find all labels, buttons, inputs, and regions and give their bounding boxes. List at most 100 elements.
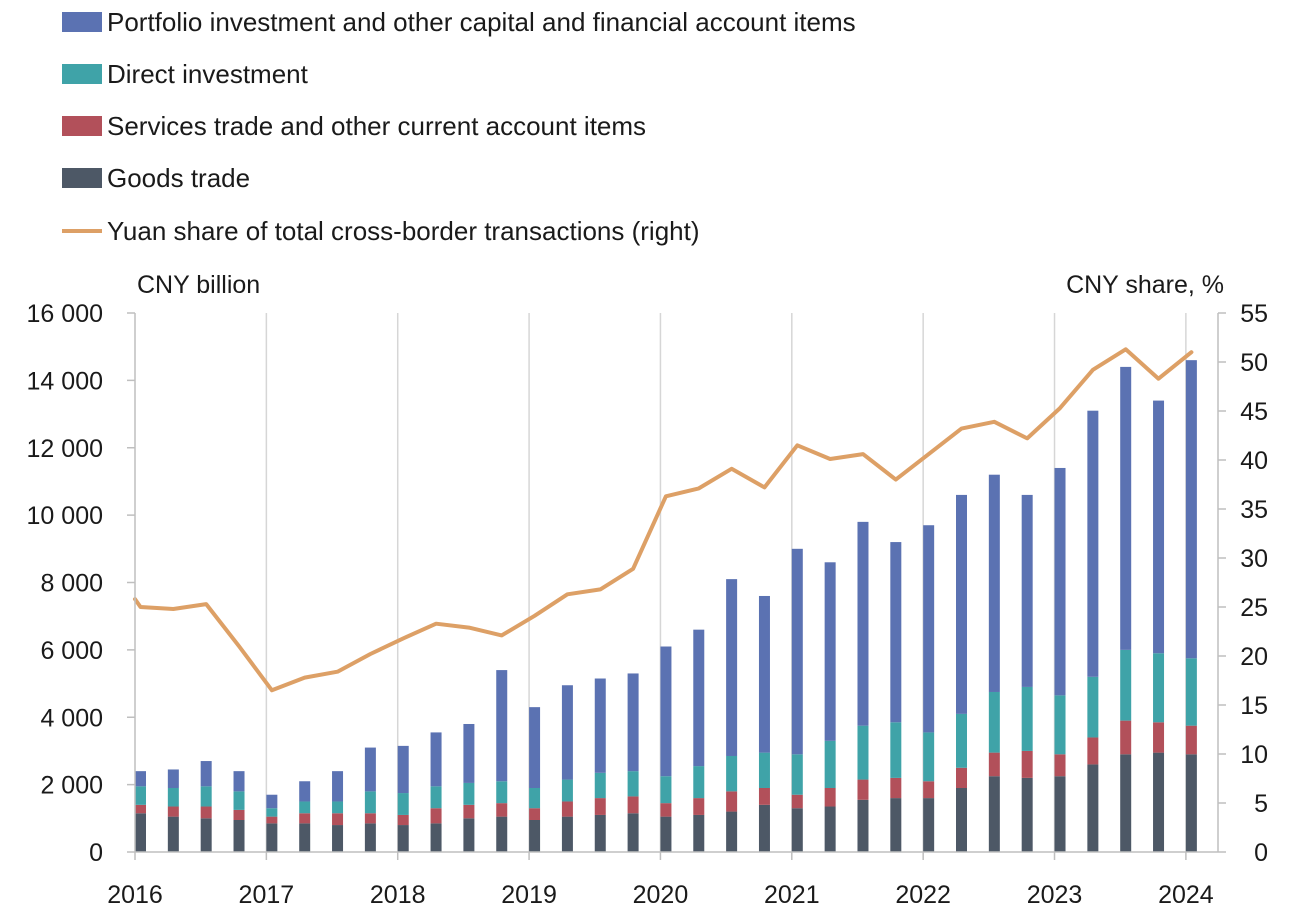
bar-s2-28 — [1054, 695, 1066, 755]
bar-s0-2 — [200, 818, 212, 852]
bar-s1-20 — [791, 794, 803, 809]
bar-s3-22 — [857, 521, 869, 726]
bar-s2-5 — [299, 801, 311, 814]
bar-s1-13 — [561, 801, 573, 817]
bar-s1-30 — [1120, 720, 1132, 755]
bar-s0-30 — [1120, 754, 1132, 852]
left-tick-label: 0 — [89, 839, 103, 867]
bar-s3-0 — [135, 771, 146, 787]
bar-s1-11 — [496, 803, 508, 817]
bar-s0-28 — [1054, 776, 1066, 852]
bar-s2-17 — [693, 766, 705, 799]
legend-label-0: Portfolio investment and other capital a… — [107, 7, 856, 37]
x-tick-label-2021: 2021 — [764, 881, 820, 909]
bar-s0-23 — [890, 798, 902, 852]
bar-s1-4 — [266, 816, 278, 824]
bar-s0-16 — [660, 816, 672, 852]
bar-s1-0 — [135, 804, 146, 814]
bar-s0-0 — [135, 813, 146, 852]
bar-s2-21 — [824, 740, 836, 788]
bar-s1-22 — [857, 779, 869, 800]
bar-s2-4 — [266, 808, 278, 817]
bar-s2-7 — [364, 791, 376, 814]
right-tick-label: 0 — [1254, 839, 1268, 867]
bar-s0-11 — [496, 816, 508, 852]
bar-s0-9 — [430, 823, 442, 852]
bar-s3-11 — [496, 670, 508, 782]
bar-s0-18 — [726, 811, 738, 852]
bar-s2-1 — [167, 787, 179, 807]
bar-s2-12 — [529, 787, 541, 809]
bar-s2-29 — [1087, 676, 1099, 738]
bar-s3-16 — [660, 646, 672, 777]
bar-s3-20 — [791, 548, 803, 755]
bar-s1-28 — [1054, 754, 1066, 777]
legend-label-3: Goods trade — [107, 163, 250, 193]
bar-s0-3 — [233, 819, 245, 852]
bar-s1-24 — [923, 781, 935, 799]
bar-s3-14 — [594, 678, 606, 773]
left-tick-label: 4 000 — [40, 704, 103, 732]
share-line-path — [133, 347, 1194, 693]
bar-s3-31 — [1153, 400, 1165, 654]
x-tick-label-2020: 2020 — [633, 881, 689, 909]
bar-s0-17 — [693, 814, 705, 852]
bar-s3-15 — [627, 673, 639, 772]
bar-s0-32 — [1185, 754, 1197, 852]
bar-s0-6 — [332, 825, 344, 852]
bar-s1-8 — [397, 814, 409, 826]
bar-s1-5 — [299, 813, 311, 824]
bar-s2-6 — [332, 801, 344, 814]
bar-s3-21 — [824, 562, 836, 741]
bar-s3-4 — [266, 794, 278, 809]
bar-s1-27 — [1021, 750, 1033, 778]
bar-s1-14 — [594, 798, 606, 815]
bar-s3-13 — [561, 685, 573, 780]
bar-s2-26 — [988, 691, 1000, 753]
bar-s0-27 — [1021, 777, 1033, 852]
x-tick-label-2023: 2023 — [1027, 881, 1083, 909]
bar-s3-24 — [923, 525, 935, 733]
bar-s2-13 — [561, 779, 573, 802]
x-tick-label-2024: 2024 — [1158, 881, 1214, 909]
bar-s2-3 — [233, 791, 245, 810]
right-tick-label: 10 — [1240, 741, 1268, 769]
bar-s3-23 — [890, 542, 902, 723]
bar-s3-6 — [332, 771, 344, 802]
bar-s3-2 — [200, 761, 212, 787]
legend-swatch-2 — [62, 116, 102, 136]
right-tick-label: 40 — [1240, 447, 1268, 475]
right-tick-label: 55 — [1240, 300, 1268, 328]
bar-s1-3 — [233, 809, 245, 820]
bar-s2-18 — [726, 755, 738, 792]
legend-swatch-3 — [62, 168, 102, 188]
bar-s0-8 — [397, 825, 409, 852]
left-tick-label: 6 000 — [40, 637, 103, 665]
bar-s1-31 — [1153, 722, 1165, 753]
bar-s1-10 — [463, 804, 475, 819]
legend-label-2: Services trade and other current account… — [107, 111, 646, 141]
bar-s0-7 — [364, 823, 376, 852]
bar-s3-7 — [364, 747, 376, 792]
bar-s1-18 — [726, 791, 738, 812]
bar-s2-32 — [1185, 658, 1197, 726]
bar-s1-15 — [627, 796, 639, 814]
bar-s2-16 — [660, 776, 672, 804]
bar-s0-14 — [594, 814, 606, 852]
bar-s2-27 — [1021, 686, 1033, 751]
bar-s2-0 — [135, 786, 146, 805]
bar-s3-32 — [1185, 360, 1197, 659]
right-tick-label: 5 — [1254, 790, 1268, 818]
bar-s2-11 — [496, 781, 508, 804]
bar-s1-1 — [167, 806, 179, 817]
bar-s1-12 — [529, 808, 541, 820]
bar-s1-6 — [332, 813, 344, 826]
bar-s3-1 — [167, 769, 179, 788]
bar-s3-27 — [1021, 494, 1033, 687]
bar-s0-12 — [529, 819, 541, 852]
bar-s2-31 — [1153, 653, 1165, 723]
bar-s2-19 — [758, 752, 770, 788]
x-tick-label-2018: 2018 — [370, 881, 426, 909]
bar-s1-19 — [758, 787, 770, 805]
right-tick-label: 45 — [1240, 398, 1268, 426]
